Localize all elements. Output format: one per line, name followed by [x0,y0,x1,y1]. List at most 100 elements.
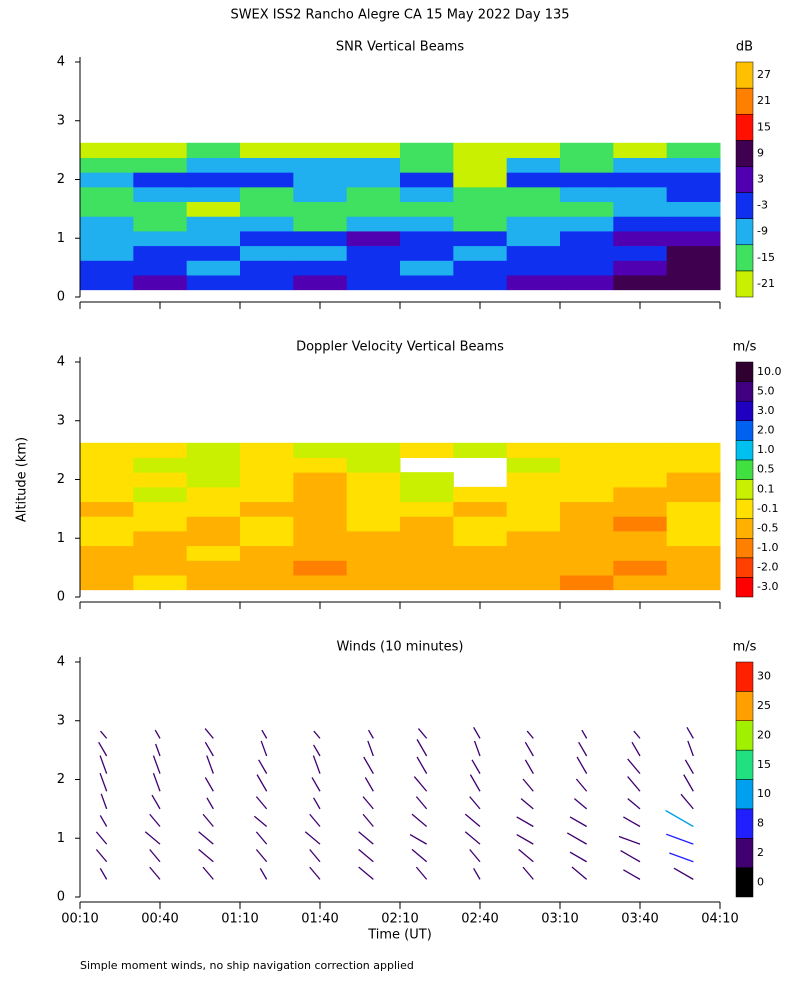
wind-stick [367,740,374,757]
colorbar-label: -15 [757,251,775,264]
wind-stick [573,798,588,810]
heatmap-cell [400,260,454,276]
y-tick-label: 4 [57,55,65,70]
wind-stick [520,798,534,810]
colorbar-band [735,498,754,519]
heatmap-cell [560,172,614,188]
heatmap-cell [453,501,508,517]
heatmap-cell [666,245,721,261]
colorbar-band [735,867,754,898]
heatmap-cell [453,186,508,203]
heatmap-cell [506,157,561,173]
heatmap-cell [506,501,561,517]
wind-stick [581,729,588,739]
wind-stick [469,849,481,863]
heatmap-cell [293,457,348,473]
heatmap-cell [346,560,401,576]
heatmap-cell [133,186,188,203]
colorbar-band [735,661,754,692]
colorbar-band [735,779,754,810]
heatmap-cell [400,530,454,547]
colorbar-band [735,691,754,721]
colorbar-label: -0.5 [757,521,778,534]
heatmap-cell [240,442,294,458]
wind-stick [155,743,161,757]
heatmap-cell [400,274,454,291]
heatmap-cell [186,545,241,561]
x-tick-label: 03:40 [621,912,658,927]
heatmap-cell [133,274,188,291]
heatmap-cell [400,201,454,217]
wind-stick [99,755,108,774]
x-tick-label: 02:10 [381,912,418,927]
colorbar-band [735,479,754,500]
heatmap-cell [346,486,401,503]
heatmap-cell [666,574,721,591]
x-tick-label: 04:10 [701,912,738,927]
heatmap-cell [293,442,348,458]
wind-stick [255,831,268,845]
heatmap-cell [666,516,721,532]
wind-stick [473,726,481,739]
colorbar-band [735,420,754,441]
wind-stick [666,833,694,845]
heatmap-cell [80,245,134,261]
heatmap-cell [346,274,401,291]
wind-stick [202,813,214,827]
heatmap-cell [240,574,294,591]
wind-stick [144,831,161,845]
wind-stick [627,776,641,792]
heatmap-cell [560,501,614,517]
wind-stick [411,848,428,863]
heatmap-cell [613,260,668,276]
heatmap-cell [560,560,614,576]
wind-stick [313,744,321,757]
wind-stick [687,740,694,757]
heatmap-cell [346,545,401,561]
heatmap-cell [453,274,508,291]
wind-stick [152,755,161,774]
wind-stick [569,851,587,863]
heatmap-cell [613,274,668,291]
heatmap-cell [506,260,561,276]
heatmap-cell [666,142,721,158]
heatmap-cell [293,545,348,561]
colorbar-label: 20 [757,728,771,741]
heatmap-cell [80,516,134,532]
wind-stick [358,866,374,880]
heatmap-cell [453,216,508,232]
heatmap-cell [506,186,561,203]
colorbar-label: 2 [757,846,764,859]
wind-stick [358,848,374,863]
wind-stick [99,815,108,827]
heatmap-cell [346,157,401,173]
heatmap-cell [133,457,188,473]
heatmap-cell [506,245,561,261]
heatmap-cell [186,172,241,188]
wind-stick [313,730,321,739]
colorbar-units: m/s [733,640,757,655]
y-tick-label: 2 [57,472,65,487]
heatmap-cell [80,230,134,247]
heatmap-cell [133,245,188,261]
wind-stick [202,866,214,880]
heatmap-cell [293,201,348,217]
wind-stick [312,755,321,774]
heatmap-cell [133,442,188,458]
heatmap-cell [293,560,348,576]
heatmap-cell [666,186,721,203]
heatmap-cell [346,142,401,158]
wind-stick [415,866,428,880]
y-axis-label: Altitude (km) [15,437,30,522]
heatmap-cell [453,516,508,532]
heatmap-cell [400,472,454,488]
heatmap-cell [666,172,721,188]
heatmap-cell [346,501,401,517]
wind-stick [569,816,587,828]
wind-stick [198,848,214,863]
wind-stick [198,831,214,845]
heatmap-cell [560,545,614,561]
heatmap-cell [346,201,401,217]
heatmap-cell [613,230,668,247]
